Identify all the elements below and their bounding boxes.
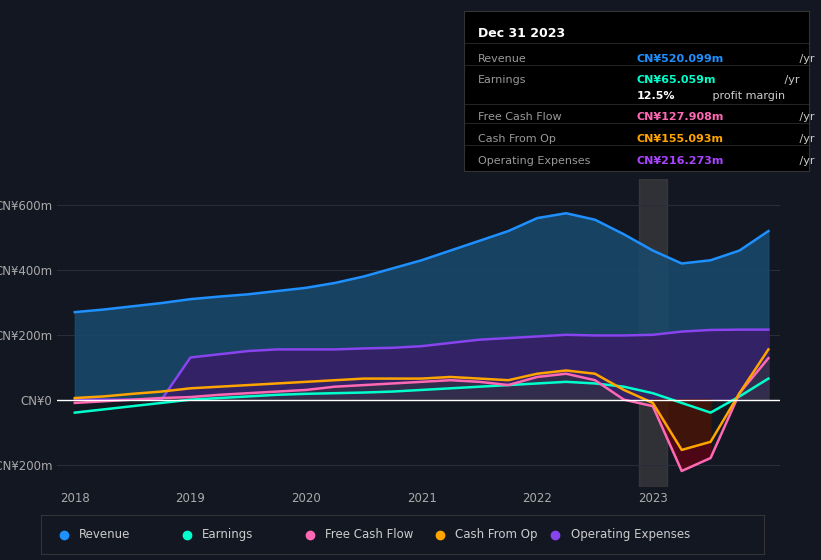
- Text: /yr: /yr: [781, 75, 800, 85]
- Text: Revenue: Revenue: [478, 54, 526, 64]
- Text: CN¥65.059m: CN¥65.059m: [636, 75, 716, 85]
- Text: Cash From Op: Cash From Op: [478, 134, 556, 144]
- Text: Earnings: Earnings: [202, 528, 254, 542]
- Text: Free Cash Flow: Free Cash Flow: [478, 112, 562, 122]
- Text: CN¥127.908m: CN¥127.908m: [636, 112, 723, 122]
- Text: Operating Expenses: Operating Expenses: [478, 156, 590, 166]
- Text: Earnings: Earnings: [478, 75, 526, 85]
- Text: 12.5%: 12.5%: [636, 91, 675, 101]
- Text: /yr: /yr: [796, 156, 814, 166]
- Text: Revenue: Revenue: [80, 528, 131, 542]
- Text: /yr: /yr: [796, 54, 814, 64]
- Bar: [639, 179, 667, 487]
- Text: CN¥216.273m: CN¥216.273m: [636, 156, 723, 166]
- Text: CN¥155.093m: CN¥155.093m: [636, 134, 723, 144]
- Text: Operating Expenses: Operating Expenses: [571, 528, 690, 542]
- Text: Dec 31 2023: Dec 31 2023: [478, 27, 565, 40]
- Text: CN¥520.099m: CN¥520.099m: [636, 54, 723, 64]
- Text: /yr: /yr: [796, 134, 814, 144]
- Text: /yr: /yr: [796, 112, 814, 122]
- Text: Free Cash Flow: Free Cash Flow: [325, 528, 413, 542]
- Text: profit margin: profit margin: [709, 91, 785, 101]
- Text: Cash From Op: Cash From Op: [455, 528, 538, 542]
